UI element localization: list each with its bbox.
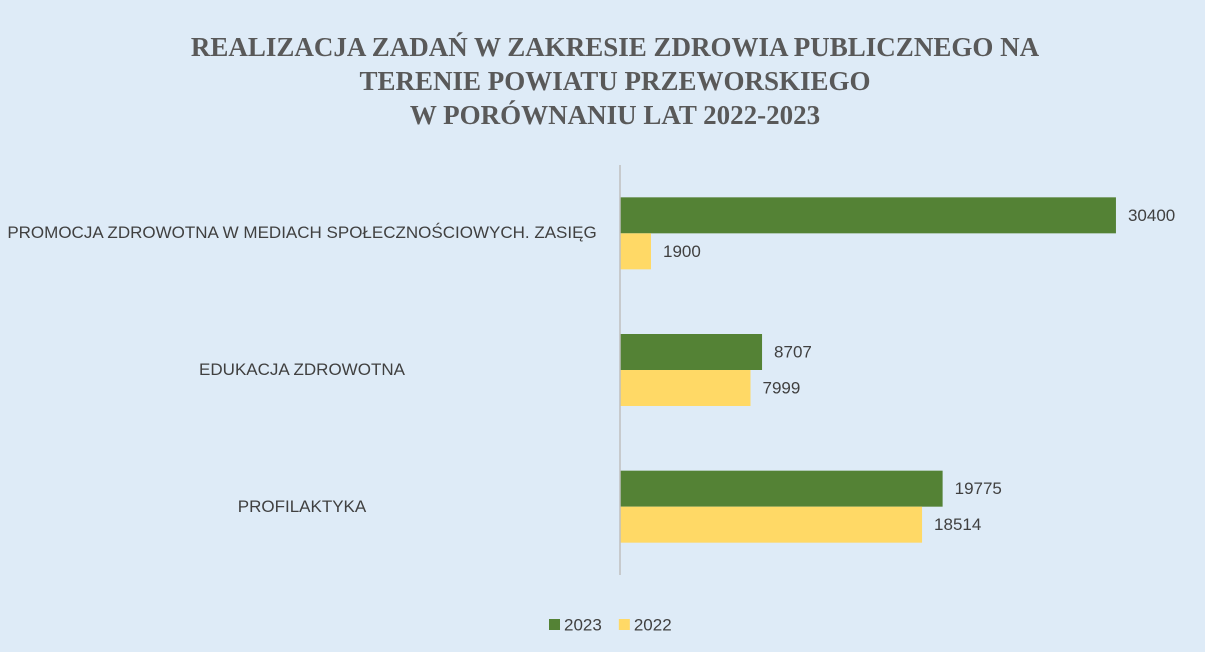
legend-swatch <box>549 619 560 630</box>
bar <box>620 334 763 370</box>
y-tick-label: PROMOCJA ZDROWOTNA W MEDIACH SPOŁECZNOŚC… <box>7 223 597 243</box>
data-label: 7999 <box>762 378 800 397</box>
data-label: 19775 <box>955 479 1002 498</box>
bar <box>620 197 1116 234</box>
data-label: 1900 <box>663 242 701 261</box>
y-tick-label: PROFILAKTYKA <box>237 496 367 516</box>
y-tick-label: EDUKACJA ZDROWOTNA <box>199 360 405 379</box>
chart-title: REALIZACJA ZADAŃ W ZAKRESIE ZDROWIA PUBL… <box>191 32 1040 62</box>
bar <box>620 370 751 406</box>
data-label: 18514 <box>934 515 981 534</box>
data-label: 30400 <box>1128 206 1175 225</box>
bar <box>620 233 651 270</box>
bar <box>620 506 923 543</box>
chart-title: TERENIE POWIATU PRZEWORSKIEGO <box>359 66 870 96</box>
legend-label: 2023 <box>564 615 602 634</box>
legend-swatch <box>618 619 630 630</box>
legend-label: 2022 <box>634 615 672 634</box>
bar <box>620 470 943 507</box>
chart-title: W PORÓWNANIU LAT 2022-2023 <box>410 100 820 130</box>
data-label: 8707 <box>774 342 812 361</box>
